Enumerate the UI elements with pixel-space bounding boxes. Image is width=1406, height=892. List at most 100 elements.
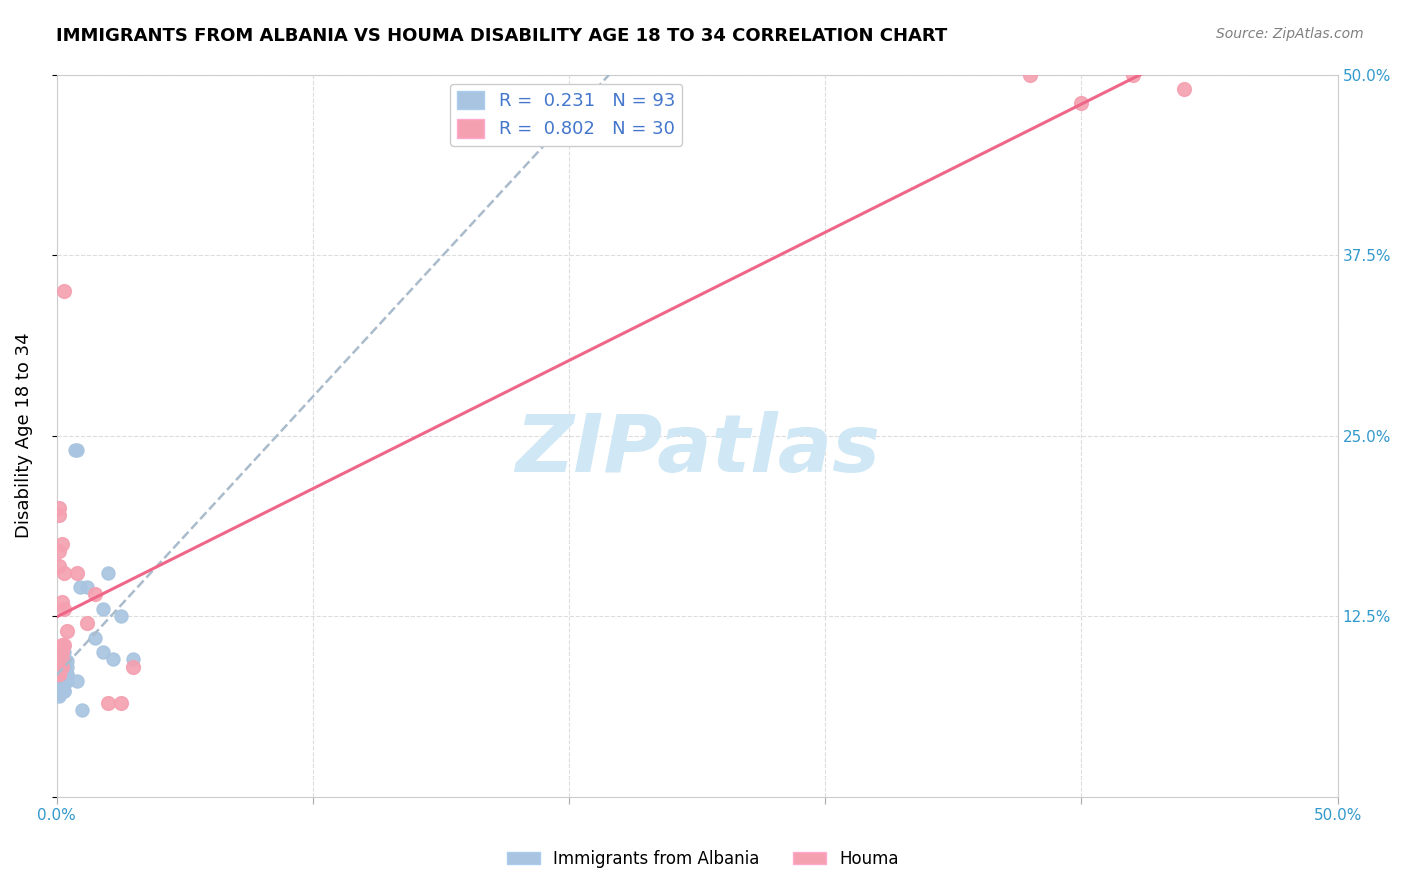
- Point: [51, 661, 73, 675]
- Point: [48, 674, 70, 689]
- Point: [48, 657, 70, 671]
- Point: [53, 664, 76, 678]
- Point: [48, 675, 70, 690]
- Point: [51, 668, 73, 682]
- Point: [66, 566, 89, 580]
- Point: [48, 657, 70, 671]
- Point: [48, 665, 70, 680]
- Point: [56, 674, 79, 689]
- Point: [48, 664, 70, 678]
- Point: [48, 687, 70, 701]
- Point: [48, 661, 70, 675]
- Point: [53, 638, 76, 652]
- Point: [53, 663, 76, 677]
- Point: [51, 664, 73, 678]
- Point: [53, 670, 76, 684]
- Point: [53, 661, 76, 675]
- Point: [48, 663, 70, 677]
- Point: [84, 631, 107, 645]
- Point: [48, 667, 70, 681]
- Text: Source: ZipAtlas.com: Source: ZipAtlas.com: [1216, 27, 1364, 41]
- Point: [48, 659, 70, 673]
- Point: [53, 684, 76, 698]
- Point: [63, 443, 86, 458]
- Point: [48, 667, 70, 681]
- Point: [51, 664, 73, 678]
- Point: [48, 558, 70, 573]
- Point: [48, 667, 70, 681]
- Point: [53, 667, 76, 681]
- Point: [48, 677, 70, 691]
- Legend: Immigrants from Albania, Houma: Immigrants from Albania, Houma: [501, 844, 905, 875]
- Point: [48, 658, 70, 673]
- Point: [51, 671, 73, 685]
- Point: [53, 645, 76, 659]
- Point: [91, 645, 114, 659]
- Point: [51, 665, 73, 680]
- Point: [48, 686, 70, 700]
- Point: [53, 664, 76, 678]
- Point: [56, 654, 79, 668]
- Point: [51, 663, 73, 677]
- Point: [48, 508, 70, 522]
- Point: [51, 680, 73, 694]
- Point: [48, 689, 70, 703]
- Point: [48, 667, 70, 681]
- Point: [53, 566, 76, 580]
- Point: [76, 580, 98, 594]
- Text: ZIPatlas: ZIPatlas: [515, 411, 880, 489]
- Point: [56, 659, 79, 673]
- Point: [51, 663, 73, 677]
- Point: [51, 656, 73, 670]
- Point: [51, 537, 73, 551]
- Point: [51, 678, 73, 692]
- Point: [48, 671, 70, 685]
- Point: [48, 659, 70, 673]
- Point: [51, 671, 73, 685]
- Point: [70, 703, 93, 717]
- Point: [51, 638, 73, 652]
- Point: [91, 602, 114, 616]
- Point: [48, 657, 70, 671]
- Point: [48, 674, 70, 689]
- Point: [53, 670, 76, 684]
- Point: [48, 657, 70, 671]
- Point: [51, 645, 73, 659]
- Point: [48, 659, 70, 673]
- Point: [53, 684, 76, 698]
- Point: [51, 667, 73, 681]
- Point: [51, 667, 73, 681]
- Point: [51, 595, 73, 609]
- Point: [53, 284, 76, 298]
- Point: [101, 652, 124, 666]
- Point: [51, 659, 73, 673]
- Point: [56, 624, 79, 638]
- Point: [66, 443, 89, 458]
- Point: [48, 657, 70, 671]
- Point: [48, 680, 70, 694]
- Y-axis label: Disability Age 18 to 34: Disability Age 18 to 34: [15, 333, 32, 539]
- Point: [53, 665, 76, 680]
- Point: [53, 654, 76, 668]
- Point: [51, 682, 73, 697]
- Point: [51, 670, 73, 684]
- Point: [51, 681, 73, 696]
- Point: [48, 658, 70, 673]
- Point: [1019, 68, 1042, 82]
- Point: [48, 658, 70, 673]
- Point: [69, 580, 91, 594]
- Point: [48, 665, 70, 680]
- Point: [53, 677, 76, 691]
- Point: [66, 674, 89, 689]
- Point: [1122, 68, 1144, 82]
- Point: [48, 544, 70, 558]
- Point: [48, 668, 70, 682]
- Point: [122, 659, 145, 673]
- Point: [122, 652, 145, 666]
- Point: [110, 609, 132, 624]
- Point: [84, 587, 107, 601]
- Point: [51, 659, 73, 673]
- Point: [48, 500, 70, 515]
- Point: [48, 654, 70, 668]
- Point: [48, 686, 70, 700]
